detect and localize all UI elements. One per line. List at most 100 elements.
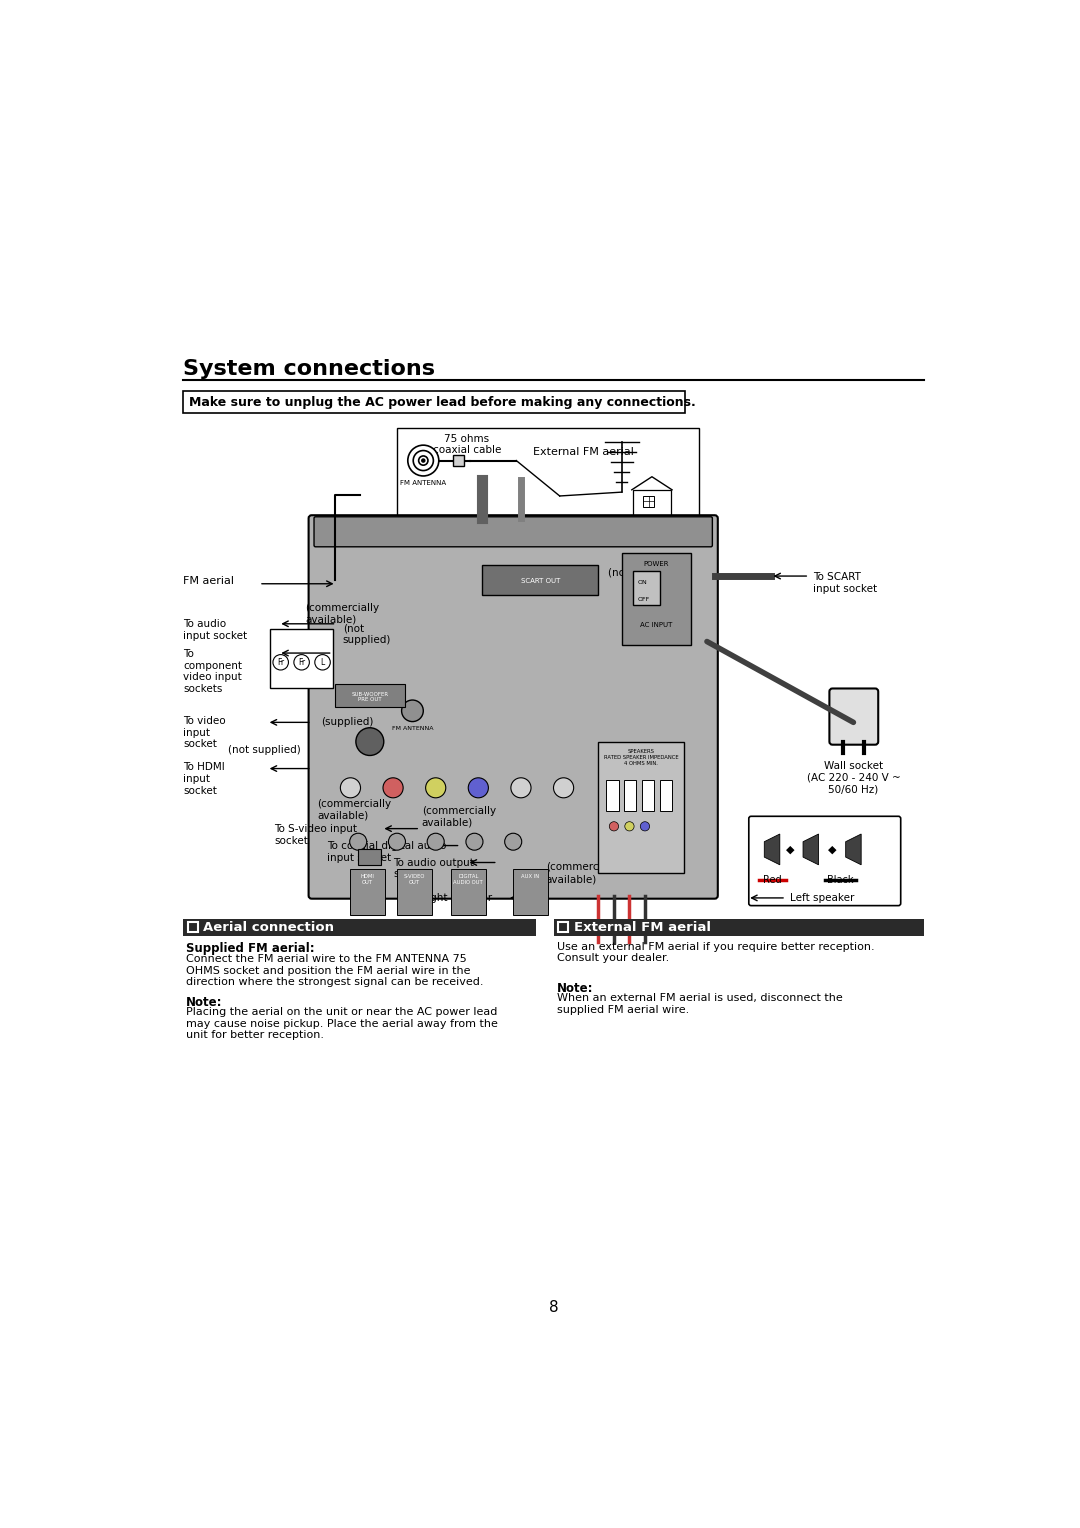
Circle shape [504,833,522,850]
Bar [558,921,568,932]
Text: AC INPUT: AC INPUT [640,622,673,628]
Circle shape [554,778,573,798]
Circle shape [609,822,619,831]
Bar [624,781,636,811]
Text: FM aerial: FM aerial [183,576,234,585]
Text: Aerial connection: Aerial connection [203,921,334,934]
Text: To SCART
input socket: To SCART input socket [813,571,877,594]
Circle shape [408,445,438,475]
Text: To S-video input
socket: To S-video input socket [274,824,357,845]
Text: Use an external FM aerial if you require better reception.
Consult your dealer.: Use an external FM aerial if you require… [556,941,874,964]
Bar [660,781,672,811]
Circle shape [422,458,424,461]
Circle shape [294,654,309,669]
Text: Black: Black [827,876,853,885]
Circle shape [426,778,446,798]
Circle shape [469,778,488,798]
Text: To audio
input socket: To audio input socket [183,619,247,640]
FancyBboxPatch shape [748,816,901,906]
Circle shape [350,833,367,850]
Text: Left speaker: Left speaker [789,892,854,903]
Text: (not supplied): (not supplied) [228,746,300,755]
Bar [606,781,619,811]
Bar [633,570,661,605]
Text: To HDMI
input
socket: To HDMI input socket [183,762,225,796]
Text: Note:: Note: [186,996,222,1008]
FancyBboxPatch shape [270,630,334,689]
Text: Wall socket
(AC 220 - 240 V ~
50/60 Hz): Wall socket (AC 220 - 240 V ~ 50/60 Hz) [807,761,901,795]
Text: coaxial cable: coaxial cable [432,445,501,455]
Bar [183,918,537,935]
Text: OFF: OFF [637,597,649,602]
Text: (not supplied): (not supplied) [608,568,680,579]
Circle shape [414,451,433,471]
Text: To audio output
sockets: To audio output sockets [393,857,474,880]
Bar [188,921,198,932]
Circle shape [465,833,483,850]
Circle shape [625,822,634,831]
Polygon shape [846,834,861,865]
Text: SPEAKERS
RATED SPEAKER IMPEDANCE
4 OHMS MIN.: SPEAKERS RATED SPEAKER IMPEDANCE 4 OHMS … [604,749,678,766]
Bar [598,741,684,872]
Text: (commercially
available): (commercially available) [545,862,620,885]
Text: Fr: Fr [298,657,306,666]
Text: ON: ON [637,581,647,585]
Text: To video
input
socket: To video input socket [183,717,226,749]
FancyBboxPatch shape [397,428,699,520]
Bar [558,921,568,932]
Text: System connections: System connections [183,359,435,379]
Circle shape [419,455,428,465]
Bar [482,564,598,596]
Circle shape [640,822,649,831]
Text: AUX IN: AUX IN [522,874,539,879]
Text: FM ANTENNA: FM ANTENNA [401,480,446,486]
Text: S-VIDEO
OUT: S-VIDEO OUT [403,874,424,885]
Text: To coaxial digital audio
input socket: To coaxial digital audio input socket [327,840,446,862]
Text: ◆: ◆ [828,845,837,854]
Text: 75 ohms: 75 ohms [444,434,489,445]
FancyBboxPatch shape [183,391,685,413]
Text: DIGITAL
AUDIO OUT: DIGITAL AUDIO OUT [454,874,483,885]
Bar [554,918,924,935]
Text: Red: Red [762,876,781,885]
Bar [642,781,654,811]
Text: Connect the FM aerial wire to the FM ANTENNA 75
OHMS socket and position the FM : Connect the FM aerial wire to the FM ANT… [186,953,484,987]
Text: HDMI
OUT: HDMI OUT [361,874,375,885]
Circle shape [389,833,405,850]
Text: Make sure to unplug the AC power lead before making any connections.: Make sure to unplug the AC power lead be… [189,396,696,408]
Bar [622,553,691,645]
Bar [359,850,381,865]
Circle shape [383,778,403,798]
Bar [335,685,405,707]
Text: External FM aerial: External FM aerial [573,921,711,934]
Text: When an external FM aerial is used, disconnect the
supplied FM aerial wire.: When an external FM aerial is used, disc… [556,993,842,1015]
Text: SCART OUT: SCART OUT [521,579,561,584]
Polygon shape [765,834,780,865]
Text: (commercially
available): (commercially available) [318,799,391,821]
Text: (commercially
available): (commercially available) [306,604,380,625]
Text: SUB-WOOFER
PRE OUT: SUB-WOOFER PRE OUT [351,692,389,703]
Text: POWER: POWER [644,561,670,567]
Polygon shape [804,834,819,865]
Text: Placing the aerial on the unit or near the AC power lead
may cause noise pickup.: Placing the aerial on the unit or near t… [186,1007,498,1041]
Circle shape [273,654,288,669]
Text: (commercially
available): (commercially available) [422,805,496,827]
FancyBboxPatch shape [829,689,878,744]
Text: External FM aerial: External FM aerial [532,448,634,457]
Bar [513,868,548,915]
Bar [633,490,671,516]
Bar [451,868,486,915]
Text: Note:: Note: [556,983,593,995]
Text: Supplied FM aerial:: Supplied FM aerial: [186,941,314,955]
Circle shape [511,778,531,798]
Text: (not
supplied): (not supplied) [342,623,391,645]
Circle shape [356,727,383,755]
FancyBboxPatch shape [453,455,463,466]
Text: L: L [321,657,325,666]
Bar [350,868,386,915]
FancyBboxPatch shape [314,516,713,547]
Bar [644,497,654,507]
FancyBboxPatch shape [309,515,718,898]
Circle shape [340,778,361,798]
Circle shape [402,700,423,721]
